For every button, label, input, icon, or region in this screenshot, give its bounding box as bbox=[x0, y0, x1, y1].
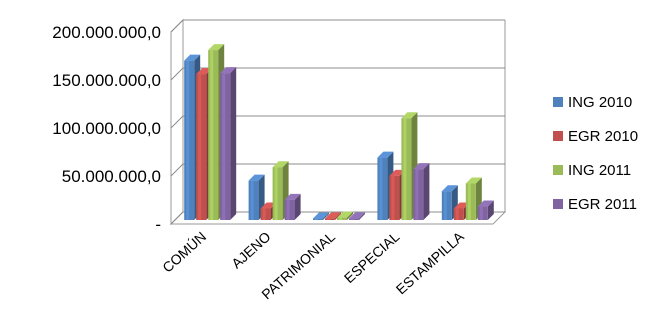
gridline-side bbox=[170, 67, 184, 81]
gridline-side bbox=[170, 211, 184, 225]
y-tick-label: 50.000.000,0 bbox=[62, 167, 161, 186]
legend-swatch bbox=[553, 199, 563, 209]
bar-estampilla-egr-2011 bbox=[477, 200, 494, 220]
legend-swatch bbox=[553, 131, 563, 141]
x-category-label: AJENO bbox=[228, 228, 273, 271]
y-tick-label: 150.000.000,0 bbox=[52, 71, 161, 90]
bar-patrimonial-egr-2011 bbox=[349, 212, 365, 220]
y-tick-label: 100.000.000,0 bbox=[52, 119, 161, 138]
bar-patrimonial-ing-2010 bbox=[313, 212, 329, 220]
gridline-side bbox=[170, 115, 184, 129]
x-category-label: COMÚN bbox=[159, 228, 209, 275]
legend: ING 2010 EGR 2010 ING 2011 EGR 2011 bbox=[553, 94, 638, 213]
y-axis-tick-labels: - 50.000.000,0 100.000.000,0 150.000.000,0 2… bbox=[52, 23, 161, 234]
x-category-label: ESPECIAL bbox=[341, 228, 403, 286]
legend-swatch bbox=[553, 165, 563, 175]
bar-ajeno-egr-2011 bbox=[284, 193, 301, 220]
y-tick-label: - bbox=[155, 215, 161, 234]
legend-label: ING 2011 bbox=[568, 162, 631, 179]
legend-item: ING 2011 bbox=[553, 162, 631, 179]
legend-swatch bbox=[553, 97, 563, 107]
gridline-side bbox=[170, 19, 184, 33]
y-tick-label: 200.000.000,0 bbox=[52, 23, 161, 42]
legend-label: EGR 2010 bbox=[568, 128, 638, 145]
legend-item: EGR 2011 bbox=[553, 196, 637, 213]
legend-label: EGR 2011 bbox=[568, 196, 637, 213]
x-category-label: ESTAMPILLA bbox=[393, 228, 468, 297]
legend-item: EGR 2010 bbox=[553, 128, 638, 145]
gridlines bbox=[170, 19, 505, 225]
legend-item: ING 2010 bbox=[553, 94, 632, 111]
bar-especial-egr-2011 bbox=[413, 163, 430, 220]
bars bbox=[184, 44, 494, 221]
legend-label: ING 2010 bbox=[568, 94, 632, 111]
bar-patrimonial-egr-2010 bbox=[325, 212, 341, 220]
bar-común-egr-2011 bbox=[220, 67, 237, 221]
gridline-side bbox=[170, 163, 184, 177]
bar-patrimonial-ing-2011 bbox=[337, 211, 353, 220]
